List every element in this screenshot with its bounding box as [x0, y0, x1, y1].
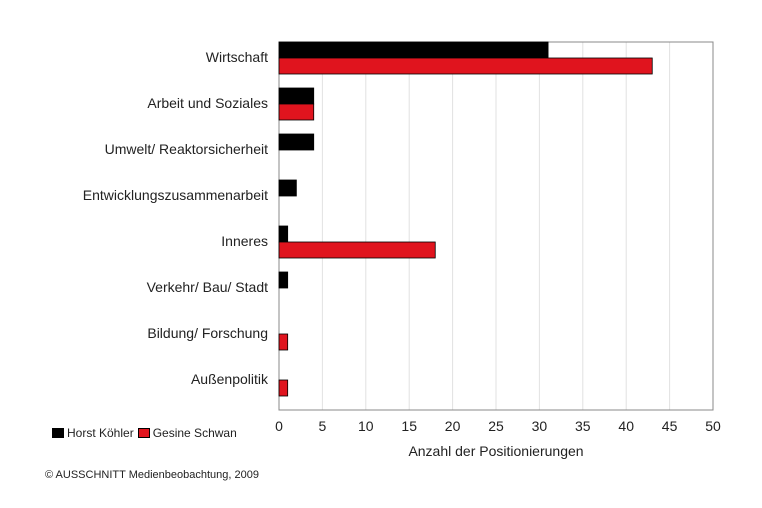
- x-tick-label: 10: [358, 418, 374, 434]
- x-tick-label: 15: [401, 418, 417, 434]
- bar-gesine-schwan: [278, 241, 436, 259]
- legend: Horst Köhler Gesine Schwan: [52, 426, 241, 440]
- category-label: Arbeit und Soziales: [147, 95, 268, 111]
- x-tick-label: 20: [445, 418, 461, 434]
- bar-gesine-schwan: [278, 57, 653, 75]
- legend-label: Horst Köhler: [67, 426, 134, 440]
- bar-gesine-schwan: [278, 379, 289, 397]
- bar-horst-koehler: [278, 133, 315, 151]
- x-tick-label: 45: [662, 418, 678, 434]
- category-label: Außenpolitik: [191, 371, 269, 387]
- x-tick-label: 0: [275, 418, 283, 434]
- category-label: Umwelt/ Reaktorsicherheit: [105, 141, 268, 157]
- x-tick-label: 50: [705, 418, 721, 434]
- copyright-credit: © AUSSCHNITT Medienbeobachtung, 2009: [45, 469, 259, 481]
- legend-item-horst-koehler: Horst Köhler: [52, 426, 134, 440]
- x-tick-label: 40: [618, 418, 634, 434]
- grid-lines: [321, 42, 671, 410]
- bar-horst-koehler: [278, 41, 549, 59]
- category-label: Inneres: [221, 233, 268, 249]
- bar-horst-koehler: [278, 179, 297, 197]
- category-label: Wirtschaft: [206, 49, 268, 65]
- x-tick-label: 5: [319, 418, 327, 434]
- bar-horst-koehler: [278, 225, 289, 243]
- x-tick-label: 30: [532, 418, 548, 434]
- legend-label: Gesine Schwan: [152, 426, 237, 440]
- bar-horst-koehler: [278, 271, 289, 289]
- category-labels: Wirtschaft Arbeit und Soziales Umwelt/ Rea…: [83, 49, 269, 387]
- bar-gesine-schwan: [278, 333, 289, 351]
- legend-swatch-black: [52, 428, 64, 438]
- category-label: Verkehr/ Bau/ Stadt: [147, 279, 269, 295]
- bars: [278, 41, 653, 397]
- x-tick-label: 35: [575, 418, 591, 434]
- legend-swatch-red: [137, 428, 150, 438]
- category-label: Bildung/ Forschung: [147, 325, 268, 341]
- category-label: Entwicklungszusammenarbeit: [83, 187, 268, 203]
- x-tick-labels: 0 5 10 15 20 25 30 35 40 45 50: [275, 418, 721, 434]
- x-tick-label: 25: [488, 418, 504, 434]
- legend-item-gesine-schwan: Gesine Schwan: [137, 426, 237, 440]
- bar-gesine-schwan: [278, 103, 315, 121]
- x-axis-title: Anzahl der Positionierungen: [408, 443, 583, 459]
- bar-horst-koehler: [278, 87, 315, 105]
